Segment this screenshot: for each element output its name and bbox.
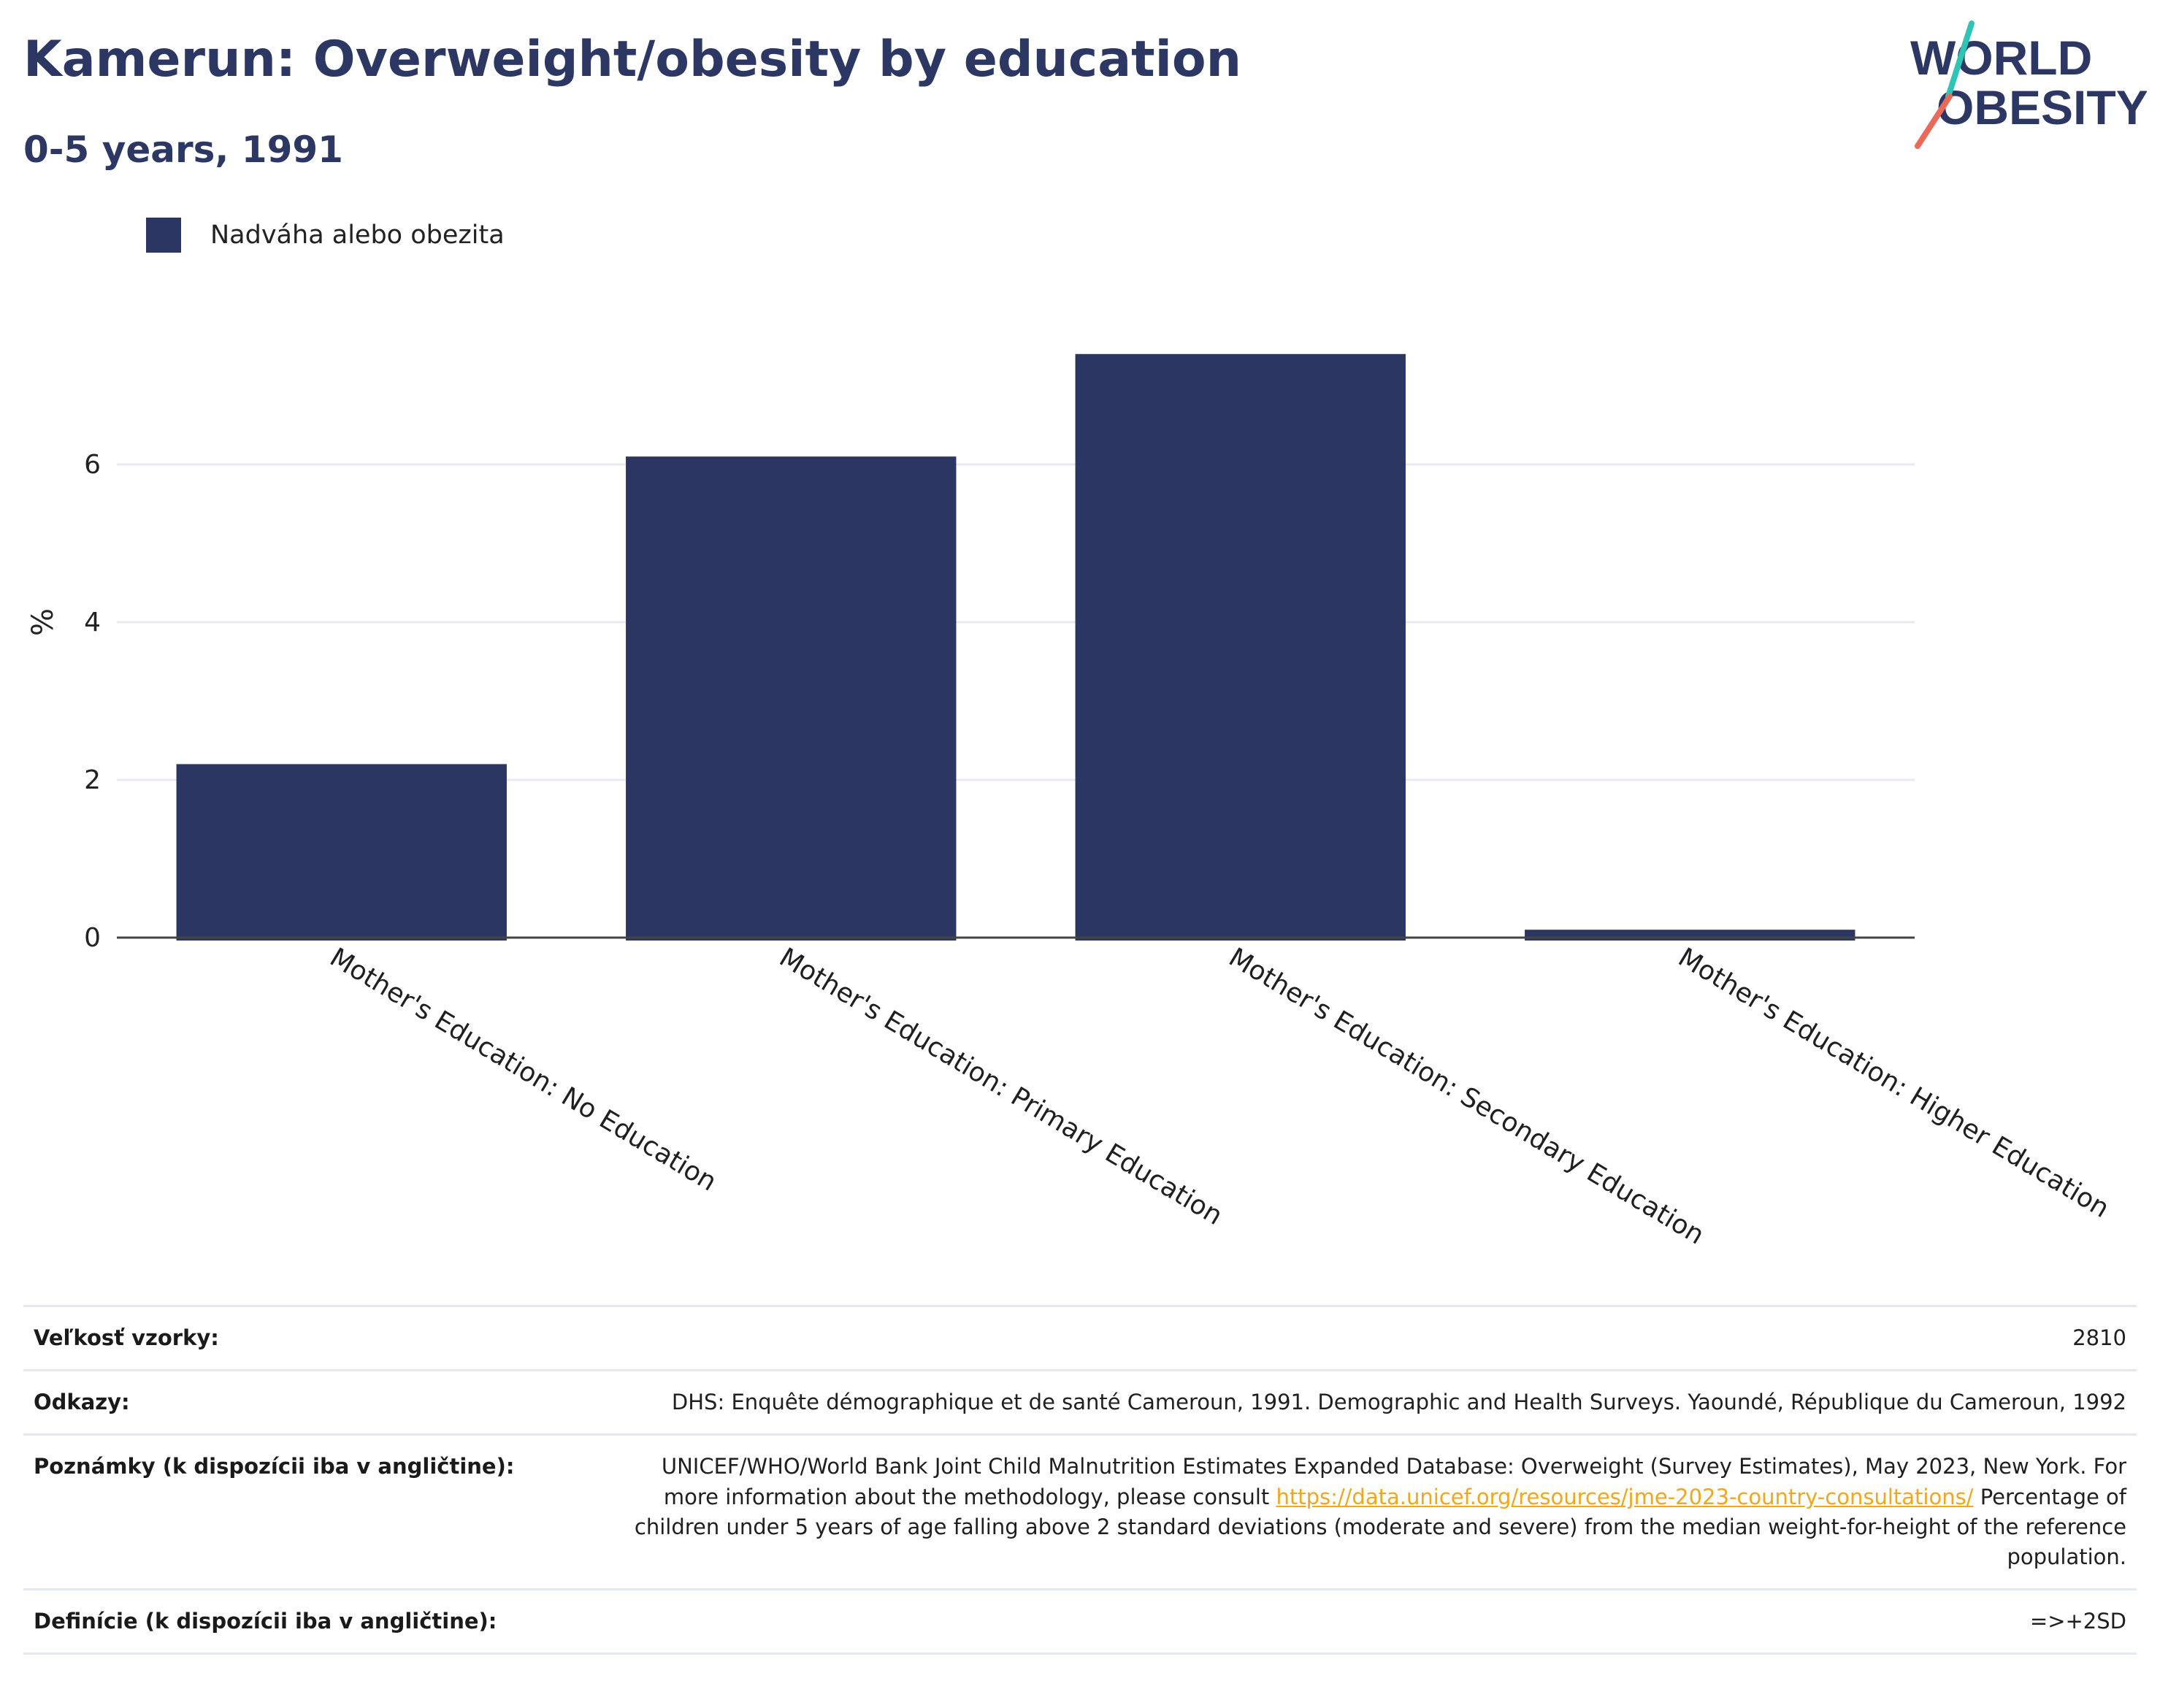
logo-slash-coral (1915, 93, 1953, 149)
references-label: Odkazy: (23, 1369, 599, 1436)
info-table: Veľkosť vzorky: 2810 Odkazy: DHS: Enquêt… (23, 1304, 2137, 1655)
y-axis-label: % (26, 608, 60, 636)
info-row-notes: Poznámky (k dispozícii iba v angličtine)… (23, 1433, 2137, 1591)
y-tick-label: 6 (84, 450, 101, 480)
y-tick-label: 4 (84, 608, 101, 637)
x-tick-label: Mother's Education: Higher Education (1673, 943, 2114, 1224)
world-obesity-logo: WORLD OBESITY (1910, 20, 2147, 149)
bar (626, 456, 957, 941)
sample-size-value: 2810 (599, 1304, 2137, 1372)
chart-title: Kamerun: Overweight/obesity by education (23, 31, 1242, 88)
info-row-references: Odkazy: DHS: Enquête démographique et de… (23, 1369, 2137, 1436)
definitions-label: Definície (k dispozícii iba v angličtine… (23, 1588, 599, 1655)
x-tick-label: Mother's Education: No Education (325, 943, 722, 1198)
info-row-sample: Veľkosť vzorky: 2810 (23, 1304, 2137, 1372)
logo-text-world: WORLD (1910, 31, 2092, 85)
notes-text-post: Percentage of children under 5 years of … (634, 1484, 2126, 1569)
y-tick-label: 2 (84, 765, 101, 795)
definitions-value: =>+2SD (599, 1588, 2137, 1655)
bar (1525, 930, 1855, 941)
notes-text-pre: UNICEF/WHO/World Bank Joint Child Malnut… (661, 1454, 2126, 1509)
sample-size-label: Veľkosť vzorky: (23, 1304, 599, 1372)
bar (176, 764, 507, 941)
x-tick-label: Mother's Education: Secondary Education (1224, 943, 1709, 1251)
x-tick-label: Mother's Education: Primary Education (774, 943, 1228, 1231)
logo-text-obesity: OBESITY (1937, 80, 2147, 134)
legend: Nadváha alebo obezita (146, 218, 505, 253)
notes-label: Poznámky (k dispozícii iba v angličtine)… (23, 1433, 599, 1591)
logo-slash-teal (1945, 20, 1975, 99)
info-row-definitions: Definície (k dispozícii iba v angličtine… (23, 1588, 2137, 1655)
references-value: DHS: Enquête démographique et de santé C… (599, 1369, 2137, 1436)
bar (1075, 353, 1406, 941)
chart-subtitle: 0-5 years, 1991 (23, 129, 343, 171)
legend-label: Nadváha alebo obezita (210, 221, 505, 250)
notes-link[interactable]: https://data.unicef.org/resources/jme-20… (1276, 1484, 1974, 1509)
notes-value: UNICEF/WHO/World Bank Joint Child Malnut… (599, 1433, 2137, 1591)
y-tick-label: 0 (84, 923, 101, 953)
legend-swatch (146, 218, 181, 253)
